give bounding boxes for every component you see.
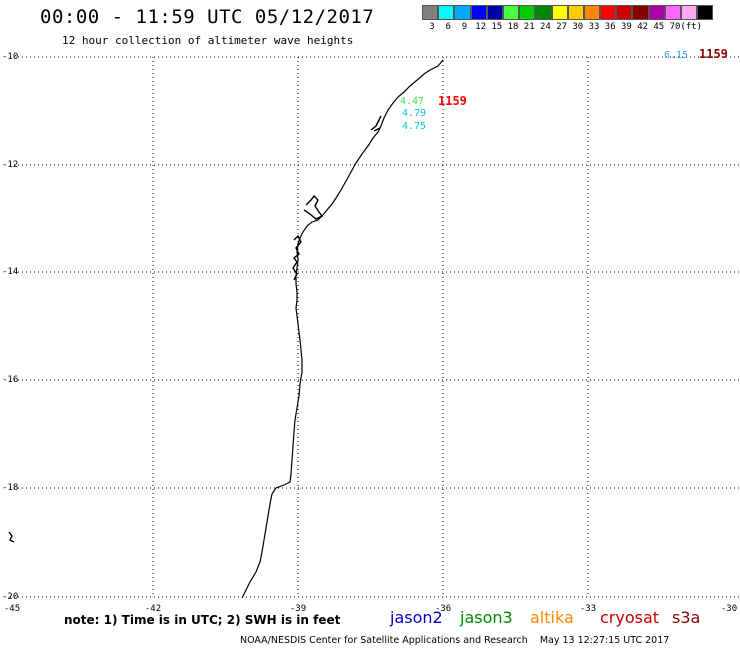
- color-scale-label: 70: [669, 22, 681, 32]
- pass-time: 1159: [438, 94, 467, 108]
- color-scale-swatch: [422, 5, 439, 20]
- color-scale-swatch: [535, 5, 552, 20]
- wave-reading: 4.75: [402, 121, 427, 132]
- color-scale-swatch: [486, 5, 503, 20]
- color-scale-label: (ft): [680, 22, 703, 32]
- satellite-legend-cryosat: cryosat: [600, 608, 660, 627]
- satellite-legend-s3a: s3a: [672, 608, 701, 627]
- footer-credit: NOAA/NESDIS Center for Satellite Applica…: [240, 635, 669, 646]
- latitude-label: -16: [2, 375, 19, 385]
- color-scale-label: 42: [637, 22, 649, 32]
- satellite-legend-altika: altika: [530, 608, 574, 627]
- latitude-label: -12: [2, 160, 19, 170]
- longitude-label: -39: [289, 604, 307, 614]
- color-scale-label: 6: [445, 22, 451, 32]
- page-title: 00:00 - 11:59 UTC 05/12/2017: [40, 6, 375, 28]
- color-scale-label: 3: [429, 22, 435, 32]
- color-scale-label: 36: [604, 22, 616, 32]
- credit-text: NOAA/NESDIS Center for Satellite Applica…: [240, 635, 528, 646]
- color-scale-swatch: [519, 5, 536, 20]
- longitude-label: -33: [579, 604, 597, 614]
- generated-timestamp: May 13 12:27:15 UTC 2017: [539, 635, 670, 646]
- latitude-label: -14: [2, 267, 19, 277]
- color-scale-label: 39: [621, 22, 632, 32]
- color-scale-swatch: [664, 5, 681, 20]
- longitude-label: -36: [434, 604, 452, 614]
- color-scale-label: 27: [556, 22, 568, 32]
- color-scale-label: 12: [475, 22, 487, 32]
- color-scale-swatch: [470, 5, 487, 20]
- map-grid: [10, 56, 740, 598]
- color-scale-swatch: [583, 5, 601, 20]
- color-scale-swatch: [438, 5, 455, 20]
- latitude-label: -18: [2, 483, 19, 493]
- satellite-legend-jason3: jason3: [460, 608, 513, 627]
- color-scale: [422, 5, 714, 20]
- satellite-legend-jason2: jason2: [390, 608, 443, 627]
- page-subtitle: 12 hour collection of altimeter wave hei…: [62, 34, 354, 47]
- color-scale-swatch: [648, 5, 665, 20]
- latitude-label: -20: [2, 592, 19, 602]
- color-scale-swatch: [632, 5, 649, 20]
- color-scale-swatch: [697, 5, 714, 20]
- coastline: [241, 59, 444, 599]
- color-scale-label: 24: [540, 22, 551, 32]
- latitude-label: -10: [2, 52, 19, 62]
- color-scale-swatch: [681, 5, 698, 20]
- color-scale-swatch: [502, 5, 520, 20]
- color-scale-swatch: [616, 5, 633, 20]
- color-scale-swatch: [551, 5, 568, 20]
- footer-note: note: 1) Time is in UTC; 2) SWH is in fe…: [64, 613, 341, 627]
- pass-time: 1159: [699, 47, 728, 61]
- color-scale-label: 9: [461, 22, 468, 32]
- color-scale-swatch: [600, 5, 617, 20]
- color-scale-label: 30: [572, 22, 584, 32]
- color-scale-label: 33: [588, 22, 600, 32]
- wave-reading: 4.79: [402, 108, 427, 119]
- color-scale-label: 21: [523, 22, 535, 32]
- color-scale-label: 45: [653, 22, 665, 32]
- wave-reading: 6.15: [664, 50, 689, 61]
- longitude-label: -30: [720, 604, 738, 614]
- longitude-label: -45: [3, 604, 21, 614]
- color-scale-label: 15: [491, 22, 503, 32]
- color-scale-swatch: [454, 5, 471, 20]
- color-scale-label: 18: [507, 22, 519, 32]
- wave-reading: 4.47: [400, 96, 425, 107]
- longitude-label: -42: [144, 604, 162, 614]
- color-scale-swatch: [567, 5, 584, 20]
